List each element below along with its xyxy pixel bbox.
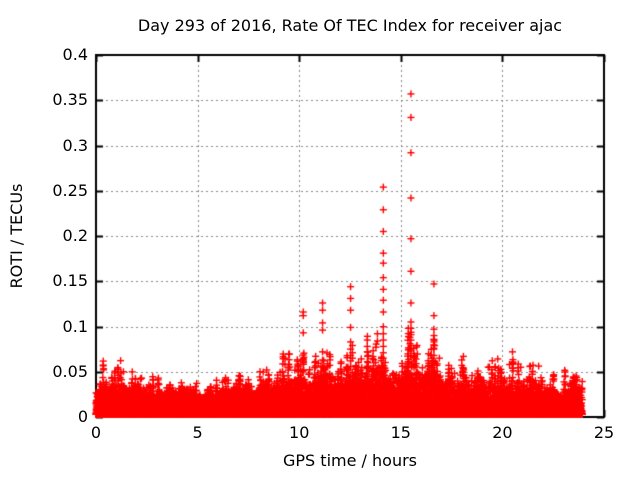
- x-tick-label: 15: [390, 423, 411, 442]
- y-tick-label: 0.35: [52, 90, 88, 110]
- y-tick-label: 0.2: [62, 226, 88, 245]
- y-tick-label: 0.1: [62, 316, 88, 336]
- y-tick-label: 0.15: [52, 271, 88, 291]
- x-tick-label: 5: [192, 423, 203, 442]
- y-tick-label: 0.4: [62, 45, 88, 64]
- x-tick-label: 25: [593, 423, 615, 442]
- y-tick-label: 0.05: [52, 361, 88, 381]
- x-tick-label: 20: [492, 423, 513, 442]
- chart-title: Day 293 of 2016, Rate Of TEC Index for r…: [137, 16, 563, 35]
- x-tick-label: 10: [289, 423, 310, 442]
- x-axis-title: GPS time / hours: [283, 451, 417, 470]
- y-tick-label: 0.25: [52, 180, 88, 200]
- x-tick-label: 0: [90, 423, 102, 442]
- y-tick-label: 0: [77, 407, 88, 426]
- y-tick-label: 0.3: [62, 135, 88, 155]
- y-axis-title: ROTI / TECUs: [7, 183, 26, 289]
